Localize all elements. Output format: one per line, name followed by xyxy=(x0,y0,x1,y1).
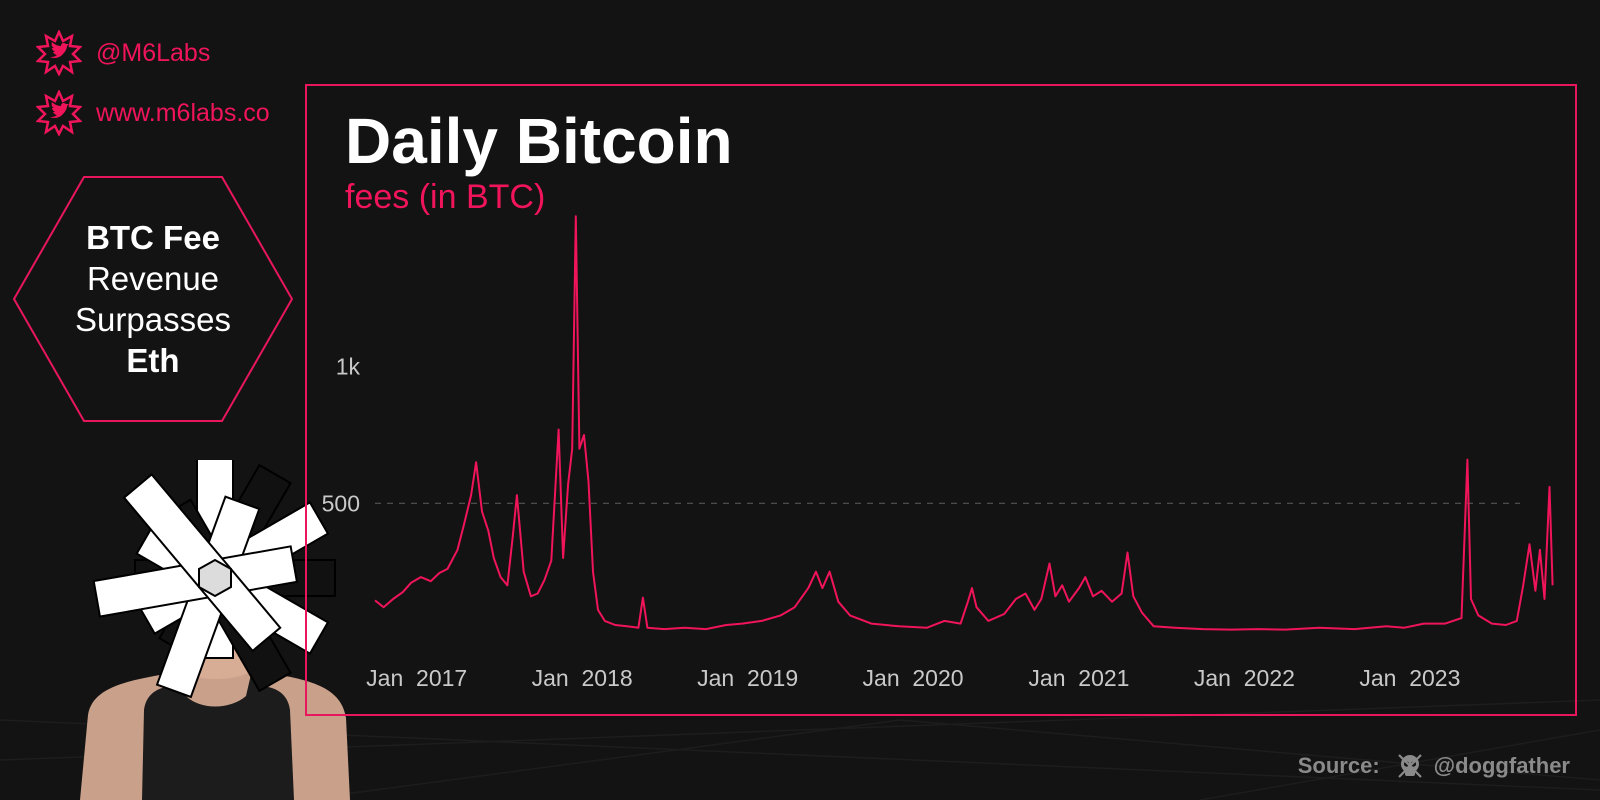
social-handle[interactable]: @M6Labs xyxy=(36,30,210,76)
skull-icon xyxy=(1397,754,1422,778)
website-link[interactable]: www.m6labs.co xyxy=(36,90,270,136)
badge-line-3: Surpasses xyxy=(75,301,231,338)
badge-line-2: Revenue xyxy=(86,260,220,297)
x-tick-label: Jan 2023 xyxy=(1359,665,1460,691)
chart-subtitle: fees (in BTC) xyxy=(345,178,546,216)
y-tick-label: 500 xyxy=(322,490,360,516)
source-label: Source: xyxy=(1297,753,1380,778)
handle-text: @M6Labs xyxy=(96,38,211,67)
y-tick-label: 1k xyxy=(336,354,361,380)
series-line-daily-fees xyxy=(374,215,1554,631)
x-tick-label: Jan 2021 xyxy=(1028,665,1129,691)
x-tick-label: Jan 2019 xyxy=(697,665,798,691)
source-author: @doggfather xyxy=(1433,753,1570,778)
x-tick-label: Jan 2017 xyxy=(366,665,467,691)
x-tick-label: Jan 2022 xyxy=(1194,665,1295,691)
avatar xyxy=(80,460,350,800)
bird-icon xyxy=(36,30,82,76)
x-tick-label: Jan 2020 xyxy=(863,665,964,691)
chart-panel xyxy=(305,84,1577,716)
website-text: www.m6labs.co xyxy=(96,98,270,127)
hexagon-badge: BTC Fee Revenue Surpasses Eth xyxy=(12,175,294,423)
hexagon-badge-frame xyxy=(12,176,294,422)
badge-line-1: BTC Fee xyxy=(86,219,220,256)
x-tick-label: Jan 2018 xyxy=(532,665,633,691)
chart-title: Daily Bitcoin xyxy=(345,105,733,177)
source-credit: Source: @doggfather xyxy=(1298,752,1570,780)
badge-line-4: Eth xyxy=(126,342,180,379)
bird-icon xyxy=(36,90,82,136)
star-head xyxy=(92,460,336,699)
